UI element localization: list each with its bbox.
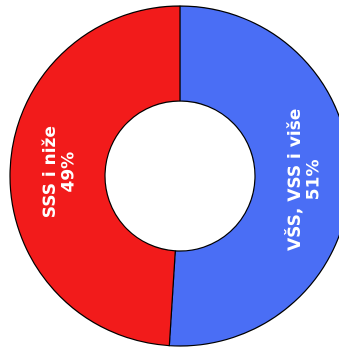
slice-name-1: SSS i niže — [40, 126, 60, 218]
donut-slices — [9, 5, 339, 347]
donut-slice-1 — [9, 5, 181, 347]
slice-value-0: 51% — [304, 159, 324, 200]
slice-value-1: 49% — [59, 152, 79, 193]
donut-labels: VŠS, VSS i više51% SSS i niže49% — [40, 109, 324, 251]
slice-label-1: SSS i niže49% — [40, 126, 79, 218]
slice-name-0: VŠS, VSS i više — [283, 109, 305, 251]
donut-slice-0 — [168, 5, 339, 347]
slice-label-0: VŠS, VSS i više51% — [283, 109, 324, 251]
